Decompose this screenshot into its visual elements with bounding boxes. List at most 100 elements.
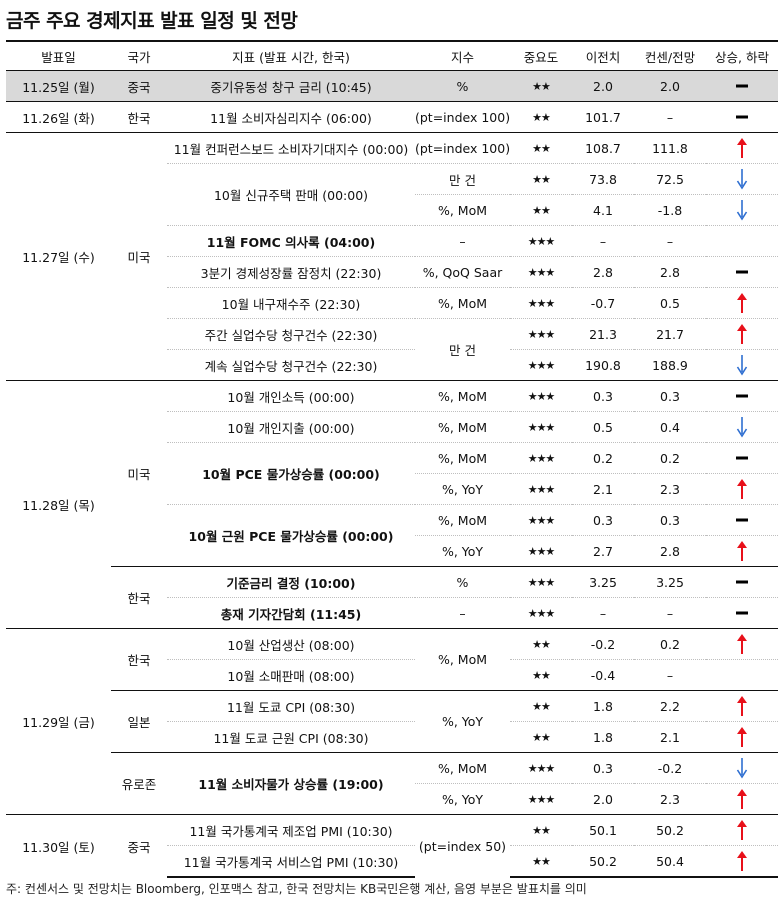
table-row: %, YoY ★★★ 2.1 2.3 <box>6 473 778 505</box>
table-row: 총재 기자간담회 (11:45) – ★★★ – – <box>6 597 778 629</box>
flat-icon <box>706 566 778 598</box>
unit-cell: %, MoM <box>415 194 510 226</box>
consensus-cell: 0.3 <box>634 380 706 412</box>
unit-cell: %, MoM <box>415 411 510 443</box>
table-row: %, YoY ★★★ 2.0 2.3 <box>6 783 778 815</box>
table-row: 11.28일 (목) 미국 10월 개인소득 (00:00) %, MoM ★★… <box>6 380 778 629</box>
country-cell: 중국 <box>111 70 167 102</box>
importance-cell: ★★ <box>510 70 572 102</box>
table-row: 10월 내구재수주 (22:30) %, MoM ★★★ -0.7 0.5 <box>6 287 778 319</box>
consensus-cell: – <box>634 597 706 629</box>
previous-cell: 2.7 <box>572 535 634 567</box>
unit-cell: 만 건 <box>415 318 510 381</box>
header-row: 발표일 국가 지표 (발표 시간, 한국) 지수 중요도 이전치 컨센/전망 상… <box>6 40 778 71</box>
indicator-cell: 10월 내구재수주 (22:30) <box>167 287 415 319</box>
table-row: 유로존 11월 소비자물가 상승률 (19:00) %, MoM ★★★ 0.3… <box>6 752 778 815</box>
unit-cell: %, MoM <box>415 442 510 474</box>
importance-cell: ★★ <box>510 628 572 660</box>
up-arrow-icon <box>706 721 778 753</box>
up-arrow-icon <box>706 628 778 660</box>
indicator-cell: 10월 개인지출 (00:00) <box>167 411 415 443</box>
unit-cell: (pt=index 100) <box>415 101 510 133</box>
schedule-table: 발표일 국가 지표 (발표 시간, 한국) 지수 중요도 이전치 컨센/전망 상… <box>6 40 778 878</box>
unit-cell: %, YoY <box>415 690 510 753</box>
up-arrow-icon <box>706 473 778 505</box>
consensus-cell: 2.8 <box>634 256 706 288</box>
direction-cell <box>706 659 778 691</box>
previous-cell: 108.7 <box>572 132 634 164</box>
consensus-cell: 2.3 <box>634 473 706 505</box>
table-row: %, YoY ★★★ 2.7 2.8 <box>6 535 778 567</box>
consensus-cell: 2.0 <box>634 70 706 102</box>
importance-cell: ★★★ <box>510 473 572 505</box>
up-arrow-icon <box>706 690 778 722</box>
consensus-cell: 111.8 <box>634 132 706 164</box>
footnote: 주: 컨센서스 및 전망치는 Bloomberg, 인포맥스 참고, 한국 전망… <box>6 882 587 896</box>
importance-cell: ★★★ <box>510 380 572 412</box>
previous-cell: 3.25 <box>572 566 634 598</box>
importance-cell: ★★★ <box>510 349 572 381</box>
importance-cell: ★★★ <box>510 566 572 598</box>
consensus-cell: 3.25 <box>634 566 706 598</box>
previous-cell: 2.0 <box>572 70 634 102</box>
importance-cell: ★★ <box>510 845 572 878</box>
unit-cell: %, MoM <box>415 628 510 691</box>
importance-cell: ★★ <box>510 659 572 691</box>
importance-cell: ★★★ <box>510 256 572 288</box>
indicator-cell: 11월 소비자심리지수 (06:00) <box>167 101 415 133</box>
header-direction: 상승, 하락 <box>706 40 778 71</box>
importance-cell: ★★★ <box>510 287 572 319</box>
indicator-cell: 11월 도쿄 근원 CPI (08:30) <box>167 721 415 753</box>
previous-cell: 73.8 <box>572 163 634 195</box>
unit-cell: %, MoM <box>415 504 510 536</box>
date-cell: 11.25일 (월) <box>6 70 111 102</box>
importance-cell: ★★ <box>510 132 572 164</box>
flat-icon <box>706 597 778 629</box>
indicator-cell: 총재 기자간담회 (11:45) <box>167 597 415 629</box>
previous-cell: 0.5 <box>572 411 634 443</box>
importance-cell: ★★★ <box>510 318 572 350</box>
date-cell: 11.28일 (목) <box>6 380 111 629</box>
unit-cell: (pt=index 100) <box>415 132 510 164</box>
table-row: 11월 국가통계국 서비스업 PMI (10:30) ★★ 50.2 50.4 <box>6 845 778 878</box>
previous-cell: -0.7 <box>572 287 634 319</box>
table-row: 11.26일 (화) 한국 11월 소비자심리지수 (06:00) (pt=in… <box>6 101 778 133</box>
up-arrow-icon <box>706 287 778 319</box>
unit-cell: %, MoM <box>415 287 510 319</box>
table-row: 11.27일 (수) 미국 11월 컨퍼런스보드 소비자기대지수 (00:00)… <box>6 132 778 381</box>
consensus-cell: 50.2 <box>634 814 706 846</box>
unit-cell: %, MoM <box>415 752 510 784</box>
previous-cell: 1.8 <box>572 690 634 722</box>
indicator-cell: 기준금리 결정 (10:00) <box>167 566 415 598</box>
indicator-cell: 11월 FOMC 의사록 (04:00) <box>167 225 415 257</box>
indicator-cell: 11월 국가통계국 서비스업 PMI (10:30) <box>167 845 415 878</box>
flat-icon <box>706 256 778 288</box>
table-row: 일본 11월 도쿄 CPI (08:30) %, YoY ★★ 1.8 2.2 <box>6 690 778 753</box>
consensus-cell: -0.2 <box>634 752 706 784</box>
importance-cell: ★★★ <box>510 442 572 474</box>
up-arrow-icon <box>706 783 778 815</box>
indicator-cell: 10월 PCE 물가상승률 (00:00) <box>167 442 415 505</box>
indicator-cell: 3분기 경제성장률 잠정치 (22:30) <box>167 256 415 288</box>
table-row: 11.29일 (금) 한국 10월 산업생산 (08:00) %, MoM ★★… <box>6 628 778 815</box>
header-unit: 지수 <box>415 40 510 71</box>
importance-cell: ★★ <box>510 101 572 133</box>
table-row: 10월 PCE 물가상승률 (00:00) %, MoM ★★★ 0.2 0.2 <box>6 442 778 505</box>
unit-cell: – <box>415 225 510 257</box>
indicator-cell: 11월 도쿄 CPI (08:30) <box>167 690 415 722</box>
importance-cell: ★★★ <box>510 752 572 784</box>
table-row: 10월 개인지출 (00:00) %, MoM ★★★ 0.5 0.4 <box>6 411 778 443</box>
importance-cell: ★★ <box>510 721 572 753</box>
flat-icon <box>706 442 778 474</box>
flat-icon <box>706 504 778 536</box>
flat-icon <box>706 70 778 102</box>
table-row: 11월 FOMC 의사록 (04:00) – ★★★ – – <box>6 225 778 257</box>
unit-cell: % <box>415 566 510 598</box>
previous-cell: 21.3 <box>572 318 634 350</box>
table-row: 한국 기준금리 결정 (10:00) % ★★★ 3.25 3.25 <box>6 566 778 629</box>
previous-cell: 0.3 <box>572 380 634 412</box>
unit-cell: 만 건 <box>415 163 510 195</box>
previous-cell: 101.7 <box>572 101 634 133</box>
previous-cell: 50.1 <box>572 814 634 846</box>
header-date: 발표일 <box>6 40 111 71</box>
